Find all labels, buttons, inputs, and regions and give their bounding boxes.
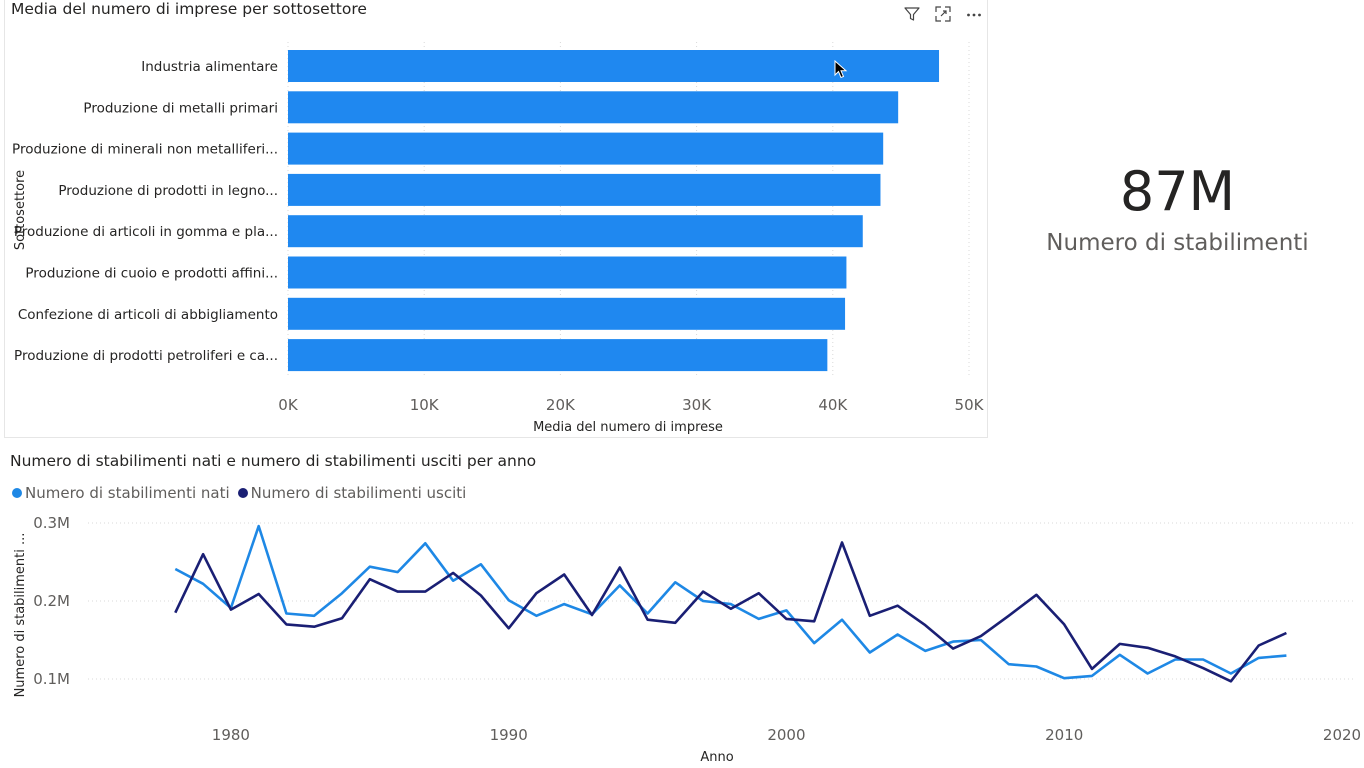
line-x-tick-label: 2000 [767, 726, 805, 744]
bar-x-tick-label: 20K [546, 396, 576, 414]
bar-x-axis-title: Media del numero di imprese [533, 420, 723, 435]
line-chart-title: Numero di stabilimenti nati e numero di … [10, 452, 537, 470]
legend-marker-nati [12, 488, 22, 498]
bar[interactable] [288, 297, 846, 330]
bar[interactable] [288, 173, 881, 206]
line-chart-plot: 0.1M 0.2M 0.3M 1980 1990 2000 2010 2020 Anno Nume… [13, 514, 1361, 765]
bar-category-label: Produzione di prodotti petroliferi e ca.… [14, 348, 278, 364]
focus-mode-icon[interactable] [932, 3, 954, 25]
bar-category-label: Industria alimentare [141, 59, 278, 75]
bar-x-tick-label: 10K [410, 396, 440, 414]
bar[interactable] [288, 91, 899, 124]
bar-x-tick-label: 0K [278, 396, 299, 414]
mouse-cursor-icon [834, 60, 848, 79]
bar-x-tick-label: 30K [682, 396, 712, 414]
series-line-usciti[interactable] [174, 541, 1287, 683]
line-y-axis-title: Numero di stabilimenti ... [13, 533, 28, 698]
filter-icon[interactable] [901, 3, 923, 25]
line-x-tick-label: 1990 [490, 726, 528, 744]
line-chart-legend: Numero di stabilimenti nati Numero di st… [12, 484, 466, 502]
bar-category-label: Produzione di articoli in gomma e pla... [14, 224, 278, 240]
legend-label-usciti: Numero di stabilimenti usciti [250, 484, 467, 502]
line-y-tick-label: 0.3M [33, 514, 70, 532]
line-x-tick-label: 2020 [1323, 726, 1361, 744]
bar-category-label: Produzione di minerali non metalliferi..… [12, 142, 278, 158]
line-y-tick-label: 0.1M [33, 670, 70, 688]
kpi-label: Numero di stabilimenti [1046, 230, 1309, 256]
bar[interactable] [288, 256, 847, 289]
line-x-tick-label: 1980 [212, 726, 250, 744]
more-options-icon[interactable] [963, 3, 985, 25]
bar-category-label: Produzione di metalli primari [83, 100, 278, 116]
bar-chart-plot: 0K 10K 20K 30K 40K 50K Industria alimentare Pro… [12, 42, 985, 435]
bar[interactable] [288, 132, 884, 165]
series-line-nati[interactable] [174, 524, 1287, 680]
line-x-axis-title: Anno [700, 750, 733, 765]
line-x-tick-label: 2010 [1045, 726, 1083, 744]
bar-category-label: Produzione di cuoio e prodotti affini... [25, 266, 278, 282]
legend-label-nati: Numero di stabilimenti nati [25, 484, 230, 502]
bar-y-axis-title: Sottosettore [13, 170, 28, 250]
bar-category-label: Produzione di prodotti in legno... [58, 183, 278, 199]
bar-x-tick-label: 50K [955, 396, 985, 414]
bar-category-label: Confezione di articoli di abbigliamento [18, 307, 278, 323]
legend-marker-usciti [237, 488, 248, 498]
bar[interactable] [288, 215, 863, 248]
bar[interactable] [288, 50, 940, 82]
bar-x-tick-label: 40K [818, 396, 848, 414]
bar-chart-title: Media del numero di imprese per sottoset… [11, 0, 367, 18]
bar[interactable] [288, 339, 828, 372]
line-y-tick-label: 0.2M [33, 592, 70, 610]
kpi-value: 87M [1119, 160, 1236, 223]
